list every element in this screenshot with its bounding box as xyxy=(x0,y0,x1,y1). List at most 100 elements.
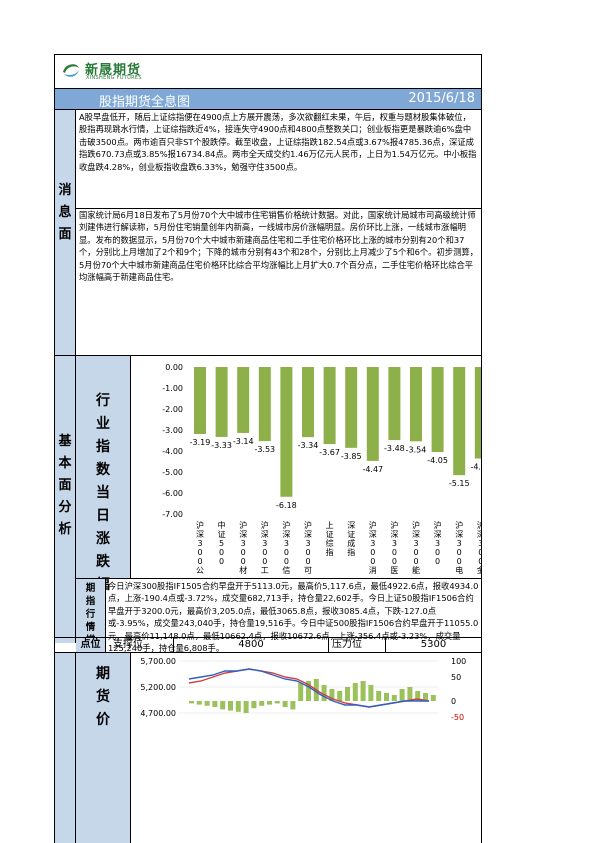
divider xyxy=(76,208,481,209)
data-label: -3.14 xyxy=(233,437,254,446)
x-tick-label: 沪深 3 0 0 金 xyxy=(477,520,481,575)
volume-bar xyxy=(368,685,374,701)
industry-chart-label-text: 行业指数当日涨跌幅 xyxy=(96,393,110,593)
bar xyxy=(302,367,314,438)
resistance-value: 5300 xyxy=(420,639,447,650)
x-tick-label: 沪深 3 0 0 电 xyxy=(455,520,463,575)
volume-bar xyxy=(298,683,304,701)
price-chart-label: 期货价 xyxy=(76,653,131,843)
futures-desc-label: 期指行情描述 xyxy=(76,579,106,659)
section-label-news: 消息面 xyxy=(55,110,76,355)
logo-text: 新晟期货 xyxy=(85,63,142,78)
volume-bar xyxy=(259,701,265,706)
y-tick-label-left: 5,700.00 xyxy=(140,657,176,666)
logo-row: 新晟期货 XINSHENG FUTURES xyxy=(55,55,481,89)
data-label: -3.34 xyxy=(298,441,319,450)
levels-label: 点位 xyxy=(76,638,105,652)
futures-desc-text: 今日沪深300股指IF1505合约早盘开于5113.0元，最高价5,117.6点… xyxy=(108,581,479,654)
x-tick-label: 中证 5 0 0 xyxy=(218,520,226,566)
y-tick-label-right: 0 xyxy=(451,697,456,706)
volume-bar xyxy=(415,691,421,701)
bar xyxy=(410,367,422,442)
volume-bar xyxy=(212,701,218,707)
data-label: -3.54 xyxy=(406,445,427,454)
volume-bar xyxy=(352,683,358,701)
bar xyxy=(474,367,481,459)
volume-bar xyxy=(220,701,226,710)
price-line-blue xyxy=(188,668,429,708)
volume-bar xyxy=(337,691,343,701)
support-value: 4800 xyxy=(238,639,264,650)
bar xyxy=(366,367,379,461)
news-housing-text: 国家统计局6月18日发布了5月份70个大中城市住宅销售价格统计数据。对此，国家统… xyxy=(79,210,478,283)
report-date: 2015/6/18 xyxy=(408,91,475,106)
divider xyxy=(55,355,481,356)
y-tick-label-right: 50 xyxy=(451,673,461,682)
volume-bar xyxy=(243,701,249,713)
y-tick-label: 0.00 xyxy=(165,363,183,372)
volume-bar xyxy=(329,689,335,701)
volume-bar xyxy=(321,685,327,701)
x-tick-label: 沪深 3 0 0 消 xyxy=(369,520,377,575)
data-label: -3.48 xyxy=(384,444,405,453)
volume-bar xyxy=(376,691,382,701)
x-tick-label: 沪深 3 0 0 信 xyxy=(282,520,290,575)
volume-bar xyxy=(391,695,397,701)
volume-bar xyxy=(423,693,428,701)
volume-bar xyxy=(267,701,272,705)
data-label: -4.05 xyxy=(427,456,448,465)
divider xyxy=(328,638,329,652)
volume-bar xyxy=(189,701,194,704)
x-tick-label: 沪深 3 0 0 工 xyxy=(261,520,269,575)
volume-bar xyxy=(290,701,296,710)
data-label: -5.15 xyxy=(449,479,470,488)
volume-bar xyxy=(360,681,366,701)
data-label: -3.19 xyxy=(190,438,211,447)
title-bar: 股指期货全息图 2015/6/18 xyxy=(55,89,481,110)
resistance-label: 压力位 xyxy=(332,639,362,650)
volume-bar xyxy=(306,681,311,701)
volume-bar xyxy=(430,695,436,701)
x-tick-label: 沪深 3 0 0 医 xyxy=(390,520,398,575)
y-tick-label: -3.00 xyxy=(162,426,183,435)
y-tick-label-left: 5,200.00 xyxy=(140,683,176,692)
divider xyxy=(105,638,106,652)
volume-bar xyxy=(235,701,241,712)
section-news-text: 消息面 xyxy=(58,183,72,242)
volume-bar xyxy=(345,687,350,701)
industry-bar-chart: 0.00 -1.00 -2.00 -3.00 -4.00 -5.00 -6.00 -7.00 -… xyxy=(162,363,481,575)
divider xyxy=(55,637,481,638)
divider xyxy=(385,638,386,652)
x-tick-label: 沪深 3 0 0 能 xyxy=(412,520,420,575)
data-label: -4.47 xyxy=(362,465,383,474)
divider xyxy=(76,578,481,579)
volume-bar xyxy=(251,701,257,709)
support-label: 支撑位 xyxy=(113,639,143,650)
bar xyxy=(388,367,401,441)
divider xyxy=(55,652,481,653)
divider xyxy=(173,638,174,652)
data-label: -3.67 xyxy=(319,448,340,457)
y-tick-label: -2.00 xyxy=(162,405,183,414)
bar xyxy=(194,367,206,434)
price-chart-label-text: 期货价 xyxy=(96,666,110,728)
bar xyxy=(215,367,228,437)
bar xyxy=(453,367,466,476)
x-tick-label: 沪深 3 0 0 可 xyxy=(304,520,312,575)
futures-price-chart: 5,700.00 5,200.00 4,700.00 100 50 0 -50 xyxy=(140,657,466,722)
volume-bar xyxy=(384,693,389,701)
y-tick-label-right: -50 xyxy=(451,713,464,722)
bar xyxy=(258,367,271,442)
bar xyxy=(323,367,336,445)
volume-bar xyxy=(228,701,233,711)
bar xyxy=(345,367,358,448)
section-label-fundamental: 基本面分析 xyxy=(55,356,76,643)
x-tick-label: 沪深 3 0 0 xyxy=(434,520,442,566)
volume-bar xyxy=(204,701,210,706)
x-tick-label: 沪深 3 0 0 公 xyxy=(196,520,204,575)
y-tick-label: -6.00 xyxy=(162,489,183,498)
section-fundamental-text: 基本面分析 xyxy=(58,434,72,537)
logo-subtext: XINSHENG FUTURES xyxy=(86,75,142,81)
bar xyxy=(431,367,444,453)
volume-bar xyxy=(407,687,413,701)
